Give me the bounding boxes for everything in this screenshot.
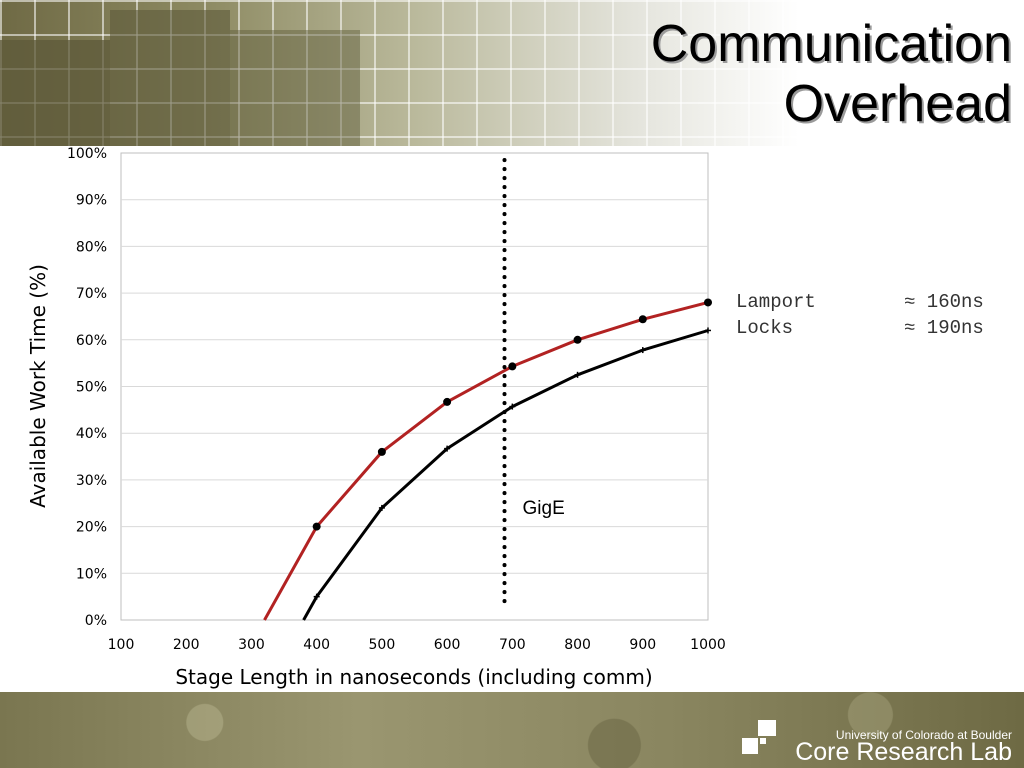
series-markers bbox=[312, 298, 712, 600]
latency-legend: Lamport ≈ 160ns Locks ≈ 190ns bbox=[736, 289, 984, 341]
banner-building-image bbox=[230, 30, 360, 146]
y-axis-label: Available Work Time (%) bbox=[26, 264, 50, 508]
slide-title: Communication Overhead bbox=[651, 14, 1012, 134]
y-tick-label: 90% bbox=[76, 193, 107, 209]
footer-banner bbox=[0, 692, 1024, 768]
x-tick-label: 1000 bbox=[690, 637, 726, 653]
legend-value: ≈ 160ns bbox=[904, 291, 984, 313]
x-tick-label: 700 bbox=[499, 637, 526, 653]
line-chart: 0% 10% 20% 30% 40% 50% 60% 70% 80% 90% 100% 100 200… bbox=[26, 146, 726, 689]
university-name: University of Colorado at Boulder bbox=[835, 728, 1012, 742]
data-point bbox=[312, 522, 321, 531]
gige-label: GigE bbox=[523, 498, 565, 519]
banner-building-image bbox=[110, 10, 230, 146]
y-tick-label: 0% bbox=[85, 613, 107, 629]
banner-building-image bbox=[0, 40, 110, 146]
lab-logo-icon bbox=[742, 720, 778, 756]
y-tick-label: 100% bbox=[67, 146, 107, 162]
y-tick-label: 10% bbox=[76, 566, 107, 582]
y-tick-label: 50% bbox=[76, 380, 107, 396]
x-tick-label: 900 bbox=[629, 637, 656, 653]
x-tick-label: 400 bbox=[303, 637, 330, 653]
data-point bbox=[443, 397, 452, 406]
legend-name: Lamport bbox=[736, 291, 816, 313]
x-tick-label: 300 bbox=[238, 637, 265, 653]
y-tick-label: 60% bbox=[76, 333, 107, 349]
x-axis-label: Stage Length in nanoseconds (including c… bbox=[175, 665, 652, 689]
legend-row-locks: Locks ≈ 190ns bbox=[736, 315, 984, 341]
footer-texture bbox=[0, 692, 1024, 768]
y-tick-label: 20% bbox=[76, 520, 107, 536]
title-banner bbox=[0, 0, 1024, 146]
data-point bbox=[704, 298, 712, 307]
x-tick-label: 600 bbox=[434, 637, 461, 653]
series-line-1 bbox=[263, 300, 709, 621]
y-tick-label: 30% bbox=[76, 473, 107, 489]
legend-value: ≈ 190ns bbox=[904, 317, 984, 339]
series-line-2 bbox=[302, 329, 709, 621]
data-point bbox=[377, 447, 386, 456]
data-point bbox=[508, 362, 517, 371]
y-tick-label: 40% bbox=[76, 426, 107, 442]
legend-name: Locks bbox=[736, 317, 794, 339]
data-point bbox=[573, 335, 582, 344]
x-tick-labels: 100 200 300 400 500 600 700 800 900 1000 bbox=[108, 637, 726, 653]
data-point bbox=[638, 315, 647, 324]
y-tick-label: 80% bbox=[76, 239, 107, 255]
y-tick-labels: 0% 10% 20% 30% 40% 50% 60% 70% 80% 90% 100% bbox=[67, 146, 107, 629]
y-tick-label: 70% bbox=[76, 286, 107, 302]
x-tick-label: 100 bbox=[108, 637, 135, 653]
lab-name: Core Research Lab bbox=[795, 738, 1012, 766]
x-tick-label: 200 bbox=[173, 637, 200, 653]
x-tick-label: 800 bbox=[564, 637, 591, 653]
title-line-2: Overhead bbox=[783, 75, 1012, 133]
series-lines bbox=[263, 300, 709, 621]
legend-row-lamport: Lamport ≈ 160ns bbox=[736, 289, 984, 315]
title-line-1: Communication bbox=[650, 15, 1012, 73]
x-tick-label: 500 bbox=[369, 637, 396, 653]
